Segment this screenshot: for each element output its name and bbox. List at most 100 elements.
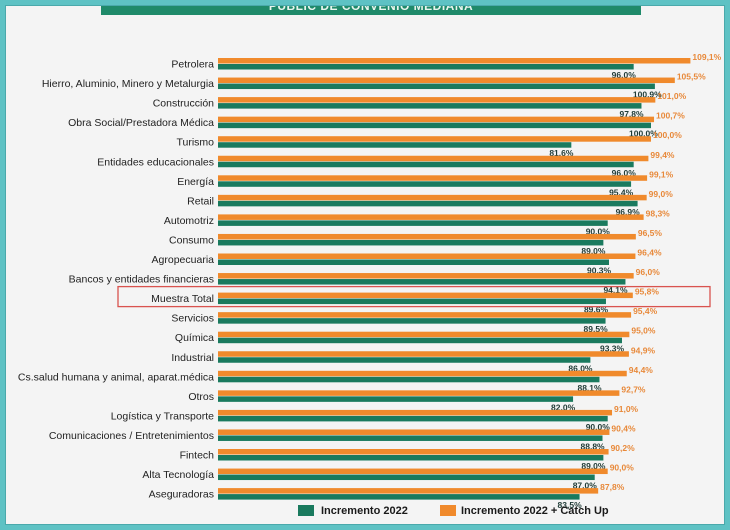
bar-catchup: [218, 253, 636, 259]
bar-incremento: [218, 415, 608, 422]
category-label: Energía: [177, 176, 214, 188]
bar-incremento: [218, 298, 606, 305]
category-label: Automotriz: [164, 215, 214, 227]
value-label-incremento: 81,6%: [549, 148, 574, 158]
category-label: Comunicaciones / Entretenimientos: [49, 430, 214, 442]
value-label-catchup: 91,0%: [614, 404, 639, 414]
category-label: Consumo: [169, 234, 214, 246]
value-label-catchup: 95,0%: [631, 326, 656, 336]
value-label-catchup: 90,2%: [611, 443, 636, 453]
value-label-catchup: 96,0%: [636, 267, 661, 277]
bar-incremento: [218, 220, 608, 226]
bar-catchup: [218, 214, 644, 220]
value-label-catchup: 105,5%: [677, 72, 706, 82]
bar-catchup: [218, 409, 613, 416]
bar-catchup: [218, 116, 655, 123]
category-label: Industrial: [171, 352, 214, 364]
bar-catchup: [218, 194, 647, 201]
value-label-incremento: 96,0%: [612, 70, 637, 80]
category-label: Servicios: [171, 313, 214, 325]
bar-incremento: [218, 337, 622, 344]
value-label-catchup: 95,4%: [633, 306, 658, 316]
bar-incremento: [218, 357, 591, 363]
value-label-incremento: 88,1%: [577, 383, 602, 393]
bar-catchup: [218, 370, 627, 377]
category-label: Petrolera: [171, 59, 214, 71]
bar-incremento: [218, 161, 634, 168]
value-label-catchup: 96,5%: [638, 228, 663, 238]
bar-catchup: [218, 292, 633, 299]
category-label: Fintech: [180, 450, 215, 462]
bar-catchup: [218, 136, 651, 142]
category-label: Cs.salud humana y animal, aparat.médica: [18, 371, 214, 383]
bar-incremento: [218, 279, 626, 285]
value-label-incremento: 94,1%: [603, 285, 628, 295]
bar-catchup: [218, 312, 632, 318]
category-label: Logística y Transporte: [111, 410, 214, 422]
bar-catchup: [218, 390, 620, 396]
bar-incremento: [218, 83, 655, 90]
bar-incremento: [218, 239, 604, 246]
value-label-incremento: 88,8%: [581, 441, 606, 451]
bar-catchup: [218, 273, 634, 279]
value-label-incremento: 90,3%: [587, 266, 612, 276]
value-label-incremento: 90,0%: [586, 226, 611, 236]
bar-incremento: [218, 181, 632, 187]
category-label: Construcción: [153, 98, 214, 110]
category-label: Agropecuaria: [152, 254, 215, 266]
value-label-catchup: 90,0%: [610, 463, 635, 473]
category-label: Aseguradoras: [149, 489, 214, 501]
value-label-incremento: 86,0%: [568, 363, 593, 373]
value-label-incremento: 95,4%: [609, 187, 634, 197]
value-label-incremento: 90,0%: [586, 422, 611, 432]
value-label-incremento: 89,6%: [584, 305, 609, 315]
value-label-catchup: 90,4%: [611, 423, 636, 433]
value-label-incremento: 96,0%: [612, 168, 637, 178]
bar-incremento: [218, 122, 651, 129]
bar-chart: Petrolera 109,1% 96,0% Hierro, Aluminio, Mi…: [18, 52, 722, 517]
bar-incremento: [218, 200, 638, 207]
bar-incremento: [218, 318, 606, 324]
value-label-incremento: 97,8%: [619, 109, 644, 119]
bar-incremento: [218, 435, 603, 441]
chart-frame: PUBLIC DE CONVENIO MEDIANA Petrolera 109,…: [5, 5, 725, 525]
value-label-incremento: 89,5%: [584, 324, 609, 334]
value-label-catchup: 99,1%: [649, 169, 674, 179]
category-label: Retail: [187, 195, 214, 207]
value-label-catchup: 87,8%: [600, 482, 625, 492]
legend-label-incremento: Incremento 2022: [321, 505, 408, 517]
bar-catchup: [218, 58, 691, 64]
bar-catchup: [218, 155, 649, 162]
category-label: Alta Tecnología: [142, 469, 214, 481]
value-label-incremento: 83,5%: [558, 500, 583, 510]
bar-catchup: [218, 77, 675, 84]
highlight-box: [117, 285, 711, 308]
value-label-incremento: 100,0%: [629, 129, 658, 139]
value-label-catchup: 94,4%: [629, 365, 654, 375]
category-label: Obra Social/Prestadora Médica: [68, 117, 214, 129]
value-label-incremento: 87,0%: [573, 481, 598, 491]
value-label-catchup: 99,0%: [649, 189, 674, 199]
value-label-incremento: 93,3%: [600, 344, 625, 354]
legend-label-catchup: Incremento 2022 + Catch Up: [461, 505, 609, 517]
bar-catchup: [218, 351, 629, 357]
chart-title: PUBLIC DE CONVENIO MEDIANA: [101, 6, 641, 15]
category-label: Otros: [188, 391, 214, 403]
category-label: Hierro, Aluminio, Minero y Metalurgia: [42, 78, 214, 90]
value-label-catchup: 92,7%: [621, 384, 646, 394]
bar-incremento: [218, 376, 600, 383]
bar-catchup: [218, 468, 608, 475]
bar-catchup: [218, 488, 599, 494]
value-label-catchup: 99,4%: [650, 150, 675, 160]
bar-catchup: [218, 233, 636, 240]
value-label-incremento: 82,0%: [551, 402, 576, 412]
bar-incremento: [218, 474, 595, 481]
value-label-catchup: 101,0%: [657, 91, 686, 101]
bar-incremento: [218, 259, 609, 265]
legend-swatch-incremento: [298, 505, 314, 516]
value-label-catchup: 100,7%: [656, 111, 685, 121]
value-label-catchup: 100,0%: [653, 130, 682, 140]
legend-swatch-catchup: [440, 505, 456, 516]
value-label-catchup: 98,3%: [646, 208, 671, 218]
value-label-catchup: 96,4%: [637, 248, 662, 258]
